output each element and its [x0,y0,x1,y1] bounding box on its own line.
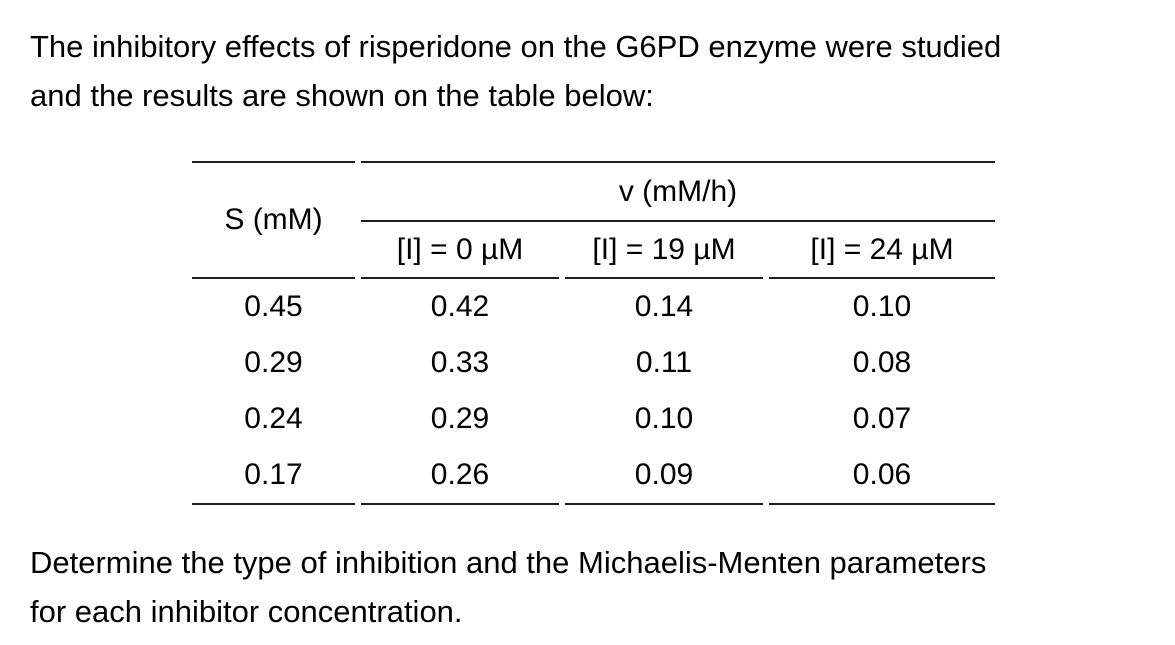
table-cell: 0.06 [769,447,995,505]
inhibitor-0-header: [I] = 0 µM [361,222,559,279]
substrate-column-header: S (mM) [192,161,355,279]
table-cell: 0.29 [244,346,303,379]
table-cell: 0.10 [852,290,912,323]
table-cell: 0.42 [430,290,490,323]
table-row: [I] = 0 µM [I] = 19 µM [I] = 24 µM [192,222,995,279]
table-cell: 0.10 [634,402,694,435]
table-cell: 0.07 [852,402,912,435]
table-cell: 0.24 [244,402,303,435]
table-cell: 0.17 [192,447,355,505]
problem-statement: The inhibitory effects of risperidone on… [30,22,1001,120]
table-cell: 0.14 [634,290,694,323]
table-row: 0.45 0.42 0.14 0.10 [192,279,995,335]
table-cell: 0.09 [565,447,763,505]
question-line-2: for each inhibitor concentration. [30,594,463,629]
question-text: Determine the type of inhibition and the… [30,538,986,636]
table-cell: 0.29 [430,402,490,435]
table-cell: 0.26 [361,447,559,505]
table-row: 0.24 0.29 0.10 0.07 [192,391,995,447]
table-row: 0.29 0.33 0.11 0.08 [192,335,995,391]
table-row: S (mM) v (mM/h) [192,161,995,279]
table-cell: 0.08 [852,346,912,379]
velocity-span-header: v (mM/h) [361,161,995,222]
problem-statement-line-1: The inhibitory effects of risperidone on… [30,29,1002,64]
table-row: 0.17 0.26 0.09 0.06 [192,447,995,505]
problem-statement-line-2: and the results are shown on the table b… [30,78,654,113]
inhibitor-19-header: [I] = 19 µM [565,222,763,279]
table-cell: 0.33 [430,346,490,379]
question-line-1: Determine the type of inhibition and the… [30,545,987,580]
inhibitor-24-header: [I] = 24 µM [769,222,995,279]
kinetics-table-body: S (mM) v (mM/h) [I] = 0 µM [I] = 19 µM [… [192,161,995,505]
kinetics-data-table: S (mM) v (mM/h) [I] = 0 µM [I] = 19 µM [… [186,161,1001,505]
table-cell: 0.11 [635,346,693,379]
table-cell: 0.45 [244,290,303,323]
